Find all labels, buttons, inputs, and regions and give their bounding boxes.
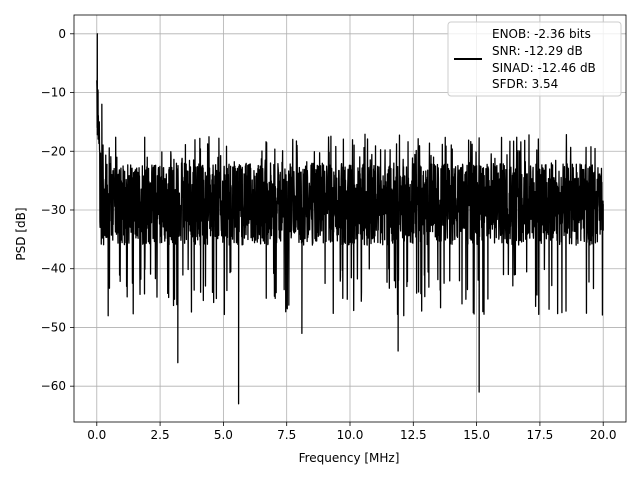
legend-sfdr: SFDR: 3.54 (492, 77, 558, 91)
y-tick-label: −10 (41, 86, 66, 100)
y-tick-label: −20 (41, 144, 66, 158)
plot-area (96, 33, 604, 405)
x-tick-label: 20.0 (590, 428, 617, 442)
x-axis-label: Frequency [MHz] (299, 451, 400, 465)
x-tick-label: 15.0 (463, 428, 490, 442)
x-tick-label: 17.5 (527, 428, 554, 442)
legend-snr: SNR: -12.29 dB (492, 44, 583, 58)
x-tick-label: 2.5 (151, 428, 170, 442)
legend-box (447, 21, 622, 97)
y-tick-label: −30 (41, 203, 66, 217)
x-tick-label: 0.0 (87, 428, 106, 442)
legend-enob: ENOB: -2.36 bits (492, 27, 591, 41)
y-tick-label: −50 (41, 320, 66, 334)
x-axis-ticks: 0.0 2.5 5.0 7.5 10.0 12.5 15.0 17.5 20.0 (87, 422, 617, 442)
x-tick-label: 7.5 (277, 428, 296, 442)
legend: ENOB: -2.36 bits SNR: -12.29 dB SINAD: -… (447, 21, 622, 97)
legend-sinad: SINAD: -12.46 dB (492, 61, 596, 75)
x-tick-label: 10.0 (337, 428, 364, 442)
y-tick-label: −40 (41, 262, 66, 276)
x-tick-label: 12.5 (400, 428, 427, 442)
y-tick-label: 0 (58, 27, 66, 41)
y-axis-label: PSD [dB] (14, 207, 28, 260)
y-axis-ticks: 0 −10 −20 −30 −40 −50 −60 (41, 27, 74, 393)
x-tick-label: 5.0 (214, 428, 233, 442)
y-tick-label: −60 (41, 379, 66, 393)
psd-series-line (96, 33, 604, 405)
